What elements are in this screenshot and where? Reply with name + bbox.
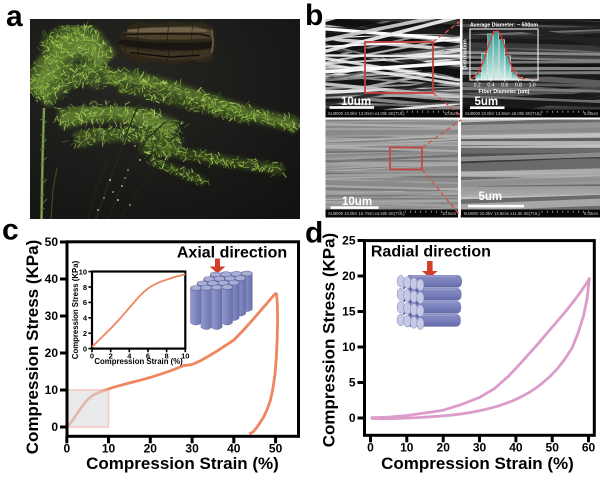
svg-text:10: 10	[400, 441, 414, 455]
svg-text:0.2: 0.2	[474, 83, 481, 89]
svg-text:5.00um: 5.00um	[584, 211, 598, 216]
svg-text:40: 40	[227, 442, 241, 456]
svg-text:8: 8	[83, 283, 87, 292]
svg-text:0: 0	[63, 442, 70, 456]
svg-text:10: 10	[342, 340, 356, 354]
svg-text:Fiber Diameter (um): Fiber Diameter (um)	[479, 89, 530, 95]
svg-text:50: 50	[269, 442, 283, 456]
svg-text:5.00um: 5.00um	[584, 111, 598, 116]
svg-text:10um: 10um	[341, 96, 371, 108]
svg-text:5: 5	[349, 376, 356, 390]
svg-text:SU8000 10.0kV 13.8mm x11.0k SE: SU8000 10.0kV 13.8mm x11.0k SE(TUL)	[464, 211, 541, 216]
svg-text:Compression Stress (KPa): Compression Stress (KPa)	[23, 240, 42, 454]
svg-text:2: 2	[109, 352, 113, 361]
svg-text:10.0um: 10.0um	[444, 111, 458, 116]
svg-text:4: 4	[127, 352, 132, 361]
svg-text:c: c	[2, 214, 19, 247]
svg-text:10: 10	[181, 352, 189, 361]
svg-text:15: 15	[342, 305, 356, 319]
svg-text:40: 40	[509, 441, 523, 455]
svg-text:0: 0	[349, 411, 356, 425]
svg-text:20: 20	[144, 442, 158, 456]
svg-text:Distribution: Distribution	[463, 39, 469, 69]
svg-text:10: 10	[45, 383, 59, 397]
svg-text:1.0: 1.0	[529, 83, 536, 89]
svg-text:Average Diameter: ~ 500nm: Average Diameter: ~ 500nm	[470, 23, 538, 29]
svg-text:2: 2	[83, 329, 87, 338]
svg-text:SU8000 10.0kV 13.8mm x6.00k SE: SU8000 10.0kV 13.8mm x6.00k SE(TUL)	[465, 111, 542, 116]
svg-text:0: 0	[90, 352, 94, 361]
svg-text:10.0um: 10.0um	[442, 211, 456, 216]
svg-text:5um: 5um	[475, 96, 499, 108]
svg-text:30: 30	[45, 309, 59, 323]
svg-text:Compression Strain (%): Compression Strain (%)	[381, 454, 574, 473]
svg-text:0.4: 0.4	[487, 83, 494, 89]
svg-text:30: 30	[473, 441, 487, 455]
svg-text:0: 0	[367, 441, 374, 455]
svg-text:Axial direction: Axial direction	[177, 245, 287, 262]
svg-text:Compression Stress (KPa): Compression Stress (KPa)	[320, 233, 339, 447]
svg-text:0: 0	[51, 420, 58, 434]
svg-text:5um: 5um	[479, 191, 503, 203]
svg-text:6: 6	[146, 352, 150, 361]
svg-text:50: 50	[546, 441, 560, 455]
svg-text:40: 40	[45, 272, 59, 286]
svg-text:30: 30	[185, 442, 199, 456]
svg-text:60: 60	[582, 441, 596, 455]
svg-text:Compression Strain (%): Compression Strain (%)	[94, 357, 183, 366]
svg-text:Compression Strain (%): Compression Strain (%)	[86, 454, 279, 473]
svg-text:0: 0	[83, 344, 87, 353]
svg-text:d: d	[305, 217, 323, 250]
svg-text:20: 20	[437, 441, 451, 455]
svg-text:0.8: 0.8	[515, 83, 522, 89]
svg-text:a: a	[6, 0, 23, 33]
svg-text:20: 20	[45, 346, 59, 360]
svg-text:10um: 10um	[342, 196, 372, 208]
svg-text:50: 50	[45, 235, 59, 249]
svg-text:0.6: 0.6	[501, 83, 508, 89]
svg-text:SU8000 10.0kV 15.7mm x4.50k SE: SU8000 10.0kV 15.7mm x4.50k SE(TUL)	[328, 211, 405, 216]
svg-text:25: 25	[342, 234, 356, 248]
svg-text:10: 10	[102, 442, 116, 456]
svg-text:10: 10	[79, 267, 87, 276]
svg-text:20: 20	[342, 269, 356, 283]
svg-text:b: b	[305, 0, 323, 32]
svg-text:Radial direction: Radial direction	[371, 244, 491, 261]
svg-text:6: 6	[83, 298, 87, 307]
svg-text:8: 8	[165, 352, 169, 361]
svg-text:SU8000 10.0kV 13.8mm x4.00k SE: SU8000 10.0kV 13.8mm x4.00k SE(TUL)	[328, 111, 405, 116]
svg-text:4: 4	[83, 314, 88, 323]
svg-text:Compression Stress (KPa): Compression Stress (KPa)	[71, 260, 80, 359]
